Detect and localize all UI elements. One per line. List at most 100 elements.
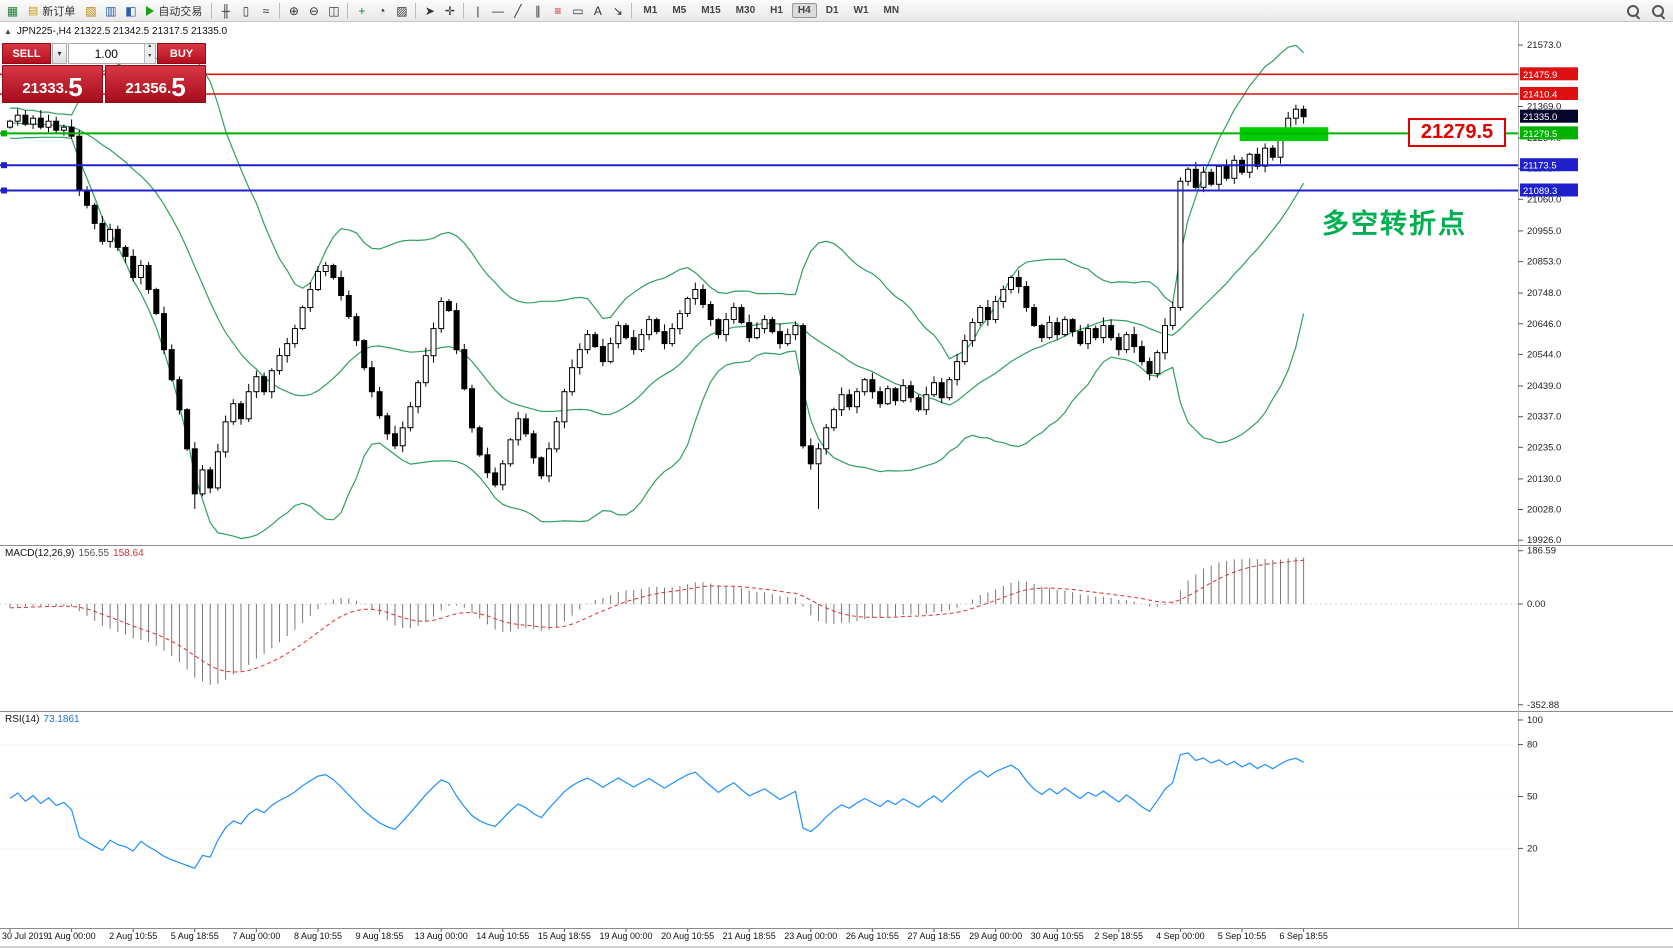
volume-down-icon[interactable]: ▾ [144, 53, 155, 63]
bullish-candle [546, 448, 552, 477]
bullish-candle [669, 328, 676, 345]
timeframe-m5[interactable]: M5 [672, 5, 687, 16]
sell-button[interactable]: SELL [2, 43, 51, 64]
tile-windows-icon[interactable]: ◫ [328, 3, 340, 18]
magnifier-icon[interactable] [1650, 3, 1666, 19]
new-order-button[interactable]: ▤ 新订单 [23, 2, 80, 20]
bullish-candle [1292, 108, 1299, 119]
bearish-candle [1146, 361, 1153, 375]
buy-price-display[interactable]: 21356. 5 [105, 65, 206, 103]
bearish-candle [207, 469, 214, 489]
key-level-callout[interactable]: 21279.5 [1408, 118, 1506, 147]
price-tag-label: 21089.3 [1523, 186, 1557, 197]
vertical-line-icon[interactable]: | [476, 3, 480, 18]
bearish-candle [522, 418, 529, 435]
new-chart-icon[interactable]: ▦ [6, 3, 19, 18]
zoom-out-icon[interactable]: ⊖ [308, 3, 319, 18]
bullish-candle [407, 406, 414, 429]
cursor-icon[interactable]: ➤ [424, 3, 435, 18]
bullish-candle [199, 469, 206, 495]
bullish-candle [815, 448, 822, 465]
templates-icon[interactable]: ▨ [396, 3, 408, 18]
bearish-candle [1138, 346, 1145, 363]
strategy-tester-icon[interactable]: ▧ [85, 3, 97, 18]
timeframe-h4[interactable]: H4 [791, 3, 817, 18]
price-chart-svg[interactable]: 21573.021369.021264.021162.021060.020955… [0, 22, 1673, 948]
equidistant-channel-icon[interactable]: ∥ [534, 3, 541, 18]
timeframe-m30[interactable]: M30 [735, 5, 756, 16]
volume-up-icon[interactable]: ▴ [144, 43, 155, 54]
auto-trading-button[interactable]: 自动交易 [141, 2, 207, 20]
macd-axis-label: -352.88 [1527, 700, 1559, 711]
bearish-candle [1077, 331, 1084, 345]
timeframe-w1[interactable]: W1 [853, 5, 869, 16]
bullish-candle [1169, 307, 1176, 326]
bearish-candle [777, 331, 783, 345]
line-handle[interactable] [1, 162, 7, 169]
crosshair-icon[interactable]: ✛ [444, 3, 455, 18]
search-icon[interactable] [1625, 3, 1641, 19]
price-axis-label: 20544.0 [1527, 349, 1561, 360]
volume-input[interactable] [69, 44, 144, 63]
chinese-annotation-text[interactable]: 多空转折点 [1322, 209, 1467, 239]
timeframe-h1[interactable]: H1 [770, 5, 783, 16]
timeframe-m15[interactable]: M15 [701, 5, 721, 16]
candlestick-chart-icon[interactable]: ▯ [242, 3, 250, 18]
arrows-icon[interactable]: ↘ [612, 3, 623, 18]
rsi-value: 73.1861 [43, 714, 80, 725]
time-axis-label: 15 Aug 18:55 [538, 931, 591, 941]
time-axis-label: 8 Aug 10:55 [294, 931, 342, 941]
bullish-candle [954, 361, 961, 381]
macd-main-value: 156.55 [78, 548, 110, 559]
fibonacci-icon[interactable]: ≡ [554, 3, 562, 18]
text-icon[interactable]: A [593, 3, 602, 18]
bearish-candle [114, 228, 121, 248]
navigator-icon[interactable]: ◧ [125, 3, 137, 18]
line-handle[interactable] [1, 187, 7, 194]
time-axis-label: 14 Aug 10:55 [476, 931, 529, 941]
bullish-candle [931, 382, 937, 396]
sell-price-big-digit: 5 [68, 72, 83, 102]
chevron-down-icon: ▾ [57, 49, 62, 58]
periods-icon[interactable]: ◔ [378, 3, 386, 18]
bullish-candle [14, 114, 21, 122]
horizontal-line-icon[interactable]: — [491, 3, 504, 18]
bullish-candle [646, 319, 653, 336]
indicators-icon[interactable]: + [358, 3, 366, 18]
shapes-icon[interactable]: ▭ [572, 3, 584, 18]
bearish-candle [168, 349, 175, 381]
bullish-candle [1215, 165, 1222, 185]
bearish-candle [1015, 277, 1022, 287]
bearish-candle [738, 307, 745, 323]
main-toolbar: ▦ ▤ 新订单 ▧ ▥ ◧ 自动交易 ╫ ▯ ≈ ⊕ ⊖ ◫ + ◔ ▨ ➤ ✛ | — ╱ ∥ ≡ ▭ A ↘ M1 M5 M15 M3… [0, 0, 1673, 22]
timeframe-d1[interactable]: D1 [825, 5, 839, 16]
trendline-icon[interactable]: ╱ [514, 3, 522, 18]
buy-button[interactable]: BUY [157, 43, 206, 64]
bearish-candle [538, 457, 545, 477]
timeframe-m1[interactable]: M1 [643, 5, 658, 16]
sell-price-base: 21333. [22, 80, 69, 97]
market-watch-icon[interactable]: ▥ [105, 3, 117, 18]
toolbar-separator [211, 2, 213, 19]
bollinger-middle-line [10, 122, 1305, 416]
line-handle[interactable] [1, 130, 7, 137]
bullish-candle [1246, 153, 1253, 173]
sell-price-display[interactable]: 21333. 5 [2, 65, 103, 103]
bearish-candle [846, 394, 853, 408]
bearish-candle [807, 445, 814, 465]
one-click-toggle-icon[interactable]: ▲ [4, 27, 12, 36]
bullish-candle [992, 301, 999, 320]
bar-chart-icon[interactable]: ╫ [221, 3, 231, 18]
macd-axis-label: 186.59 [1527, 546, 1556, 557]
bullish-candle [499, 463, 506, 486]
volume-dropdown-button[interactable]: ▾ [52, 43, 67, 64]
timeframe-mn[interactable]: MN [883, 5, 900, 16]
line-chart-icon[interactable]: ≈ [262, 3, 270, 18]
bullish-candle [399, 427, 406, 447]
bullish-candle [1154, 352, 1161, 375]
bullish-candle [969, 322, 976, 342]
zoom-in-icon[interactable]: ⊕ [288, 3, 299, 18]
bollinger-upper-line [10, 44, 1305, 360]
time-axis-label: 27 Aug 18:55 [907, 931, 960, 941]
bullish-candle [1231, 159, 1238, 179]
